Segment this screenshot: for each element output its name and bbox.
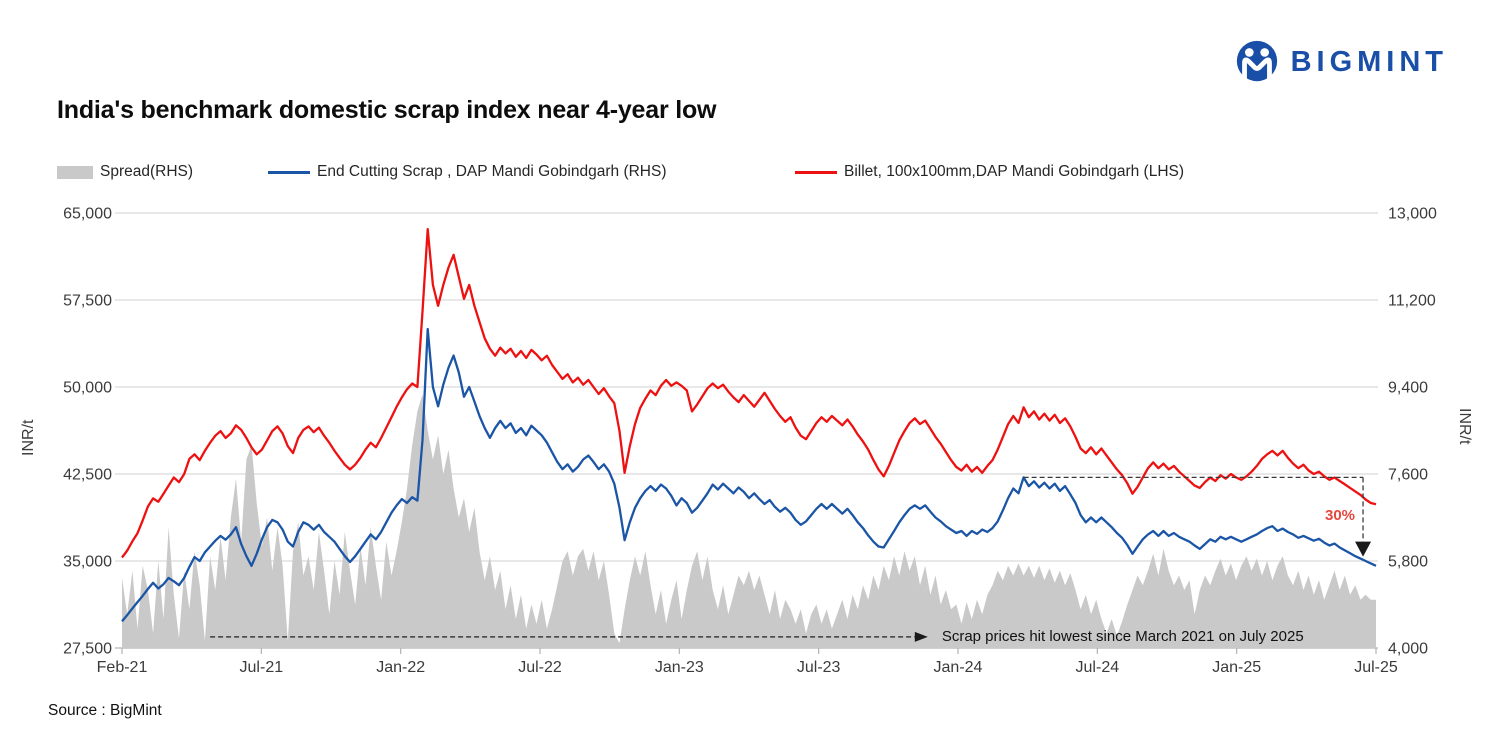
bigmint-logo-icon [1236,40,1277,83]
x-tick-label: Jan-24 [934,659,983,676]
x-tick-label: Jul-25 [1354,659,1398,676]
y-tick-label-right: 9,400 [1388,380,1428,397]
x-tick-label: Jul-23 [797,659,841,676]
billet-line-swatch [795,170,837,174]
x-tick-label: Jan-22 [376,659,425,676]
y-axis-unit-left: INR/t [20,419,37,456]
y-tick-label-left: 42,500 [63,467,112,484]
y-axis-unit-right: INR/t [1456,408,1473,445]
y-tick-label-left: 27,500 [63,641,112,658]
x-tick-label: Jul-22 [518,659,562,676]
x-tick-label: Jul-21 [240,659,284,676]
legend-label-billet: Billet, 100x100mm,DAP Mandi Gobindgarh (… [844,163,1185,180]
legend-label-scrap: End Cutting Scrap , DAP Mandi Gobindgarh… [317,163,667,180]
lowest-arrowhead-icon [914,631,928,642]
y-tick-label-right: 5,800 [1388,554,1428,571]
y-tick-label-right: 11,200 [1388,293,1436,310]
chart-legend: Spread(RHS) End Cutting Scrap , DAP Mand… [0,163,1500,187]
y-tick-label-right: 7,600 [1388,467,1428,484]
x-tick-label: Jan-25 [1212,659,1261,676]
bigmint-logo: BIGMINT [1233,38,1448,86]
x-tick-label: Jan-23 [655,659,704,676]
bigmint-logo-text: BIGMINT [1290,45,1448,78]
legend-item-scrap: End Cutting Scrap , DAP Mandi Gobindgarh… [268,163,667,181]
x-tick-label: Jul-24 [1076,659,1120,676]
y-tick-label-left: 35,000 [63,554,112,571]
legend-item-billet: Billet, 100x100mm,DAP Mandi Gobindgarh (… [795,163,1184,181]
annotation-lowest-text: Scrap prices hit lowest since March 2021… [941,627,1304,645]
legend-item-spread: Spread(RHS) [57,163,193,181]
x-tick-label: Feb-21 [97,659,148,676]
y-tick-label-left: 50,000 [63,380,112,397]
spread-area [122,394,1376,648]
spread-area-swatch [57,165,93,179]
billet-line [121,228,1377,559]
annotation-drop-label: 30% [1325,507,1356,525]
scrap-line-swatch [268,170,310,174]
y-tick-label-right: 4,000 [1388,641,1428,658]
y-tick-label-left: 65,000 [63,206,112,223]
legend-label-spread: Spread(RHS) [100,163,194,180]
y-tick-label-right: 13,000 [1388,206,1437,223]
scrap-line [121,327,1377,623]
drop-arrowhead-icon [1355,541,1372,557]
y-tick-label-left: 57,500 [63,293,112,310]
page-title: India's benchmark domestic scrap index n… [57,96,717,124]
source-note: Source : BigMint [48,702,162,719]
